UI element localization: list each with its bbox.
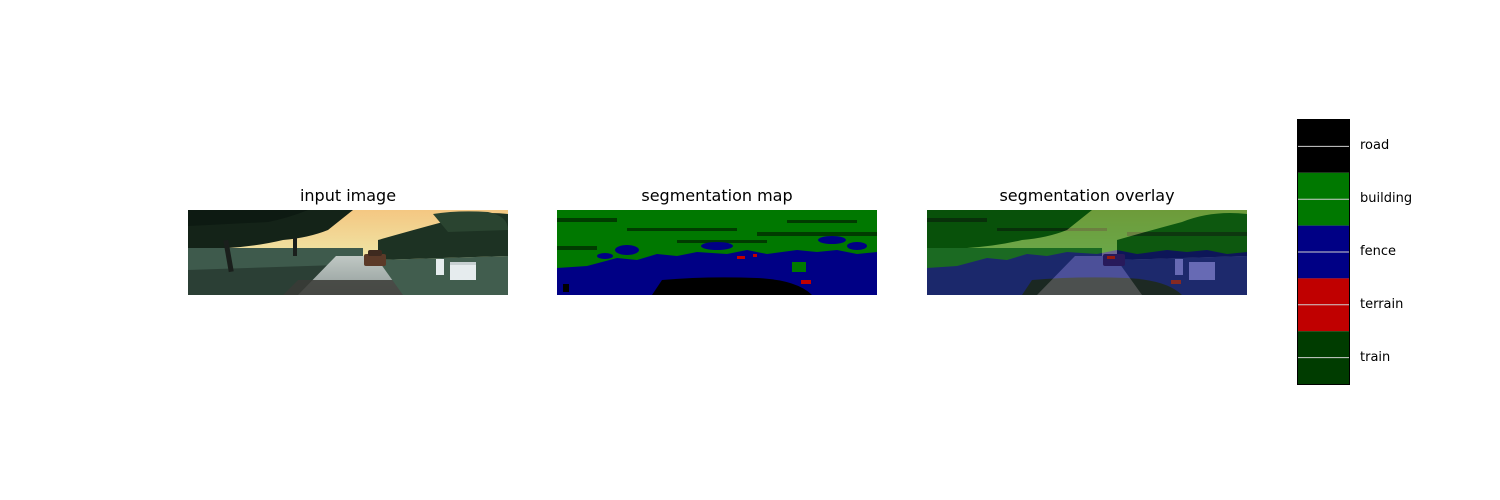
colorbar-label-fence: fence (1360, 244, 1396, 259)
input-image (188, 210, 508, 295)
input-image-panel (188, 210, 508, 295)
segmentation-overlay-panel (927, 210, 1247, 295)
segmentation-overlay (927, 210, 1247, 295)
segmentation-map (557, 210, 877, 295)
colorbar (1297, 119, 1350, 385)
colorbar-label-terrain: terrain (1360, 296, 1404, 312)
input-image-title: input image (299, 186, 397, 205)
segmentation-map-panel (557, 210, 877, 295)
colorbar-label-train: train (1360, 349, 1391, 365)
colorbar-label-building: building (1360, 191, 1413, 207)
colorbar-label-road: road (1360, 138, 1390, 154)
segmentation-map-title: segmentation map (641, 186, 793, 205)
segmentation-overlay-title: segmentation overlay (999, 186, 1175, 205)
colorbar-swatches (1298, 120, 1349, 384)
